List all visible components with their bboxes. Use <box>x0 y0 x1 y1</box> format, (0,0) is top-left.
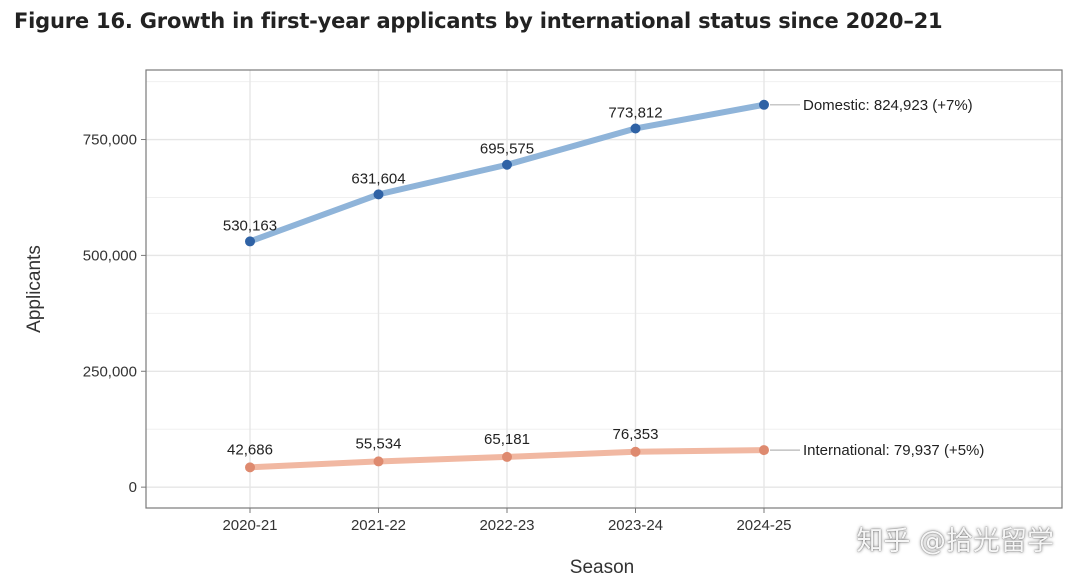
domestic-data-point <box>373 189 384 200</box>
y-tick-label: 250,000 <box>83 363 137 380</box>
x-tick-label: 2021-22 <box>351 517 406 534</box>
y-tick-label: 750,000 <box>83 132 137 149</box>
x-tick-label: 2022-23 <box>479 517 534 534</box>
international-data-point <box>502 451 512 462</box>
domestic-data-point <box>502 159 512 170</box>
figure-title: Figure 16. Growth in first-year applican… <box>14 9 943 33</box>
international-value-label: 42,686 <box>227 441 273 458</box>
plot-frame <box>145 69 1063 509</box>
domestic-value-label: 530,163 <box>223 217 277 234</box>
x-axis-title: Season <box>570 557 634 578</box>
x-tick-label: 2020-21 <box>222 517 277 534</box>
international-end-label: International: 79,937 (+5%) <box>803 442 984 459</box>
domestic-end-label: Domestic: 824,923 (+7%) <box>803 97 973 114</box>
international-value-label: 76,353 <box>613 426 659 443</box>
axes: 0 250,000 500,000 750,000 2020-21 2021-22 2022… <box>24 132 792 578</box>
domestic-data-point <box>245 236 255 247</box>
y-tick-label: 0 <box>129 479 137 496</box>
international-data-point <box>245 462 255 473</box>
international-data-point <box>630 446 641 457</box>
grid <box>146 70 1062 508</box>
domestic-data-point <box>759 99 769 110</box>
international-data-point <box>759 445 769 456</box>
watermark-text: 知乎 @拾光留学 <box>856 526 1054 557</box>
y-tick-label: 500,000 <box>83 247 137 264</box>
international-value-label: 65,181 <box>484 431 530 448</box>
domestic-data-point <box>630 123 641 134</box>
x-tick-label: 2023-24 <box>608 517 663 534</box>
international-data-point <box>373 456 384 467</box>
x-tick-label: 2024-25 <box>736 517 791 534</box>
international-value-label: 55,534 <box>356 435 402 452</box>
domestic-value-label: 695,575 <box>480 141 534 158</box>
domestic-value-label: 773,812 <box>608 104 662 121</box>
series <box>245 99 769 473</box>
domestic-value-label: 631,604 <box>351 170 405 187</box>
data-labels: 530,163 631,604 695,575 773,812 Domestic: 82… <box>223 97 984 459</box>
y-axis-title: Applicants <box>24 245 45 333</box>
